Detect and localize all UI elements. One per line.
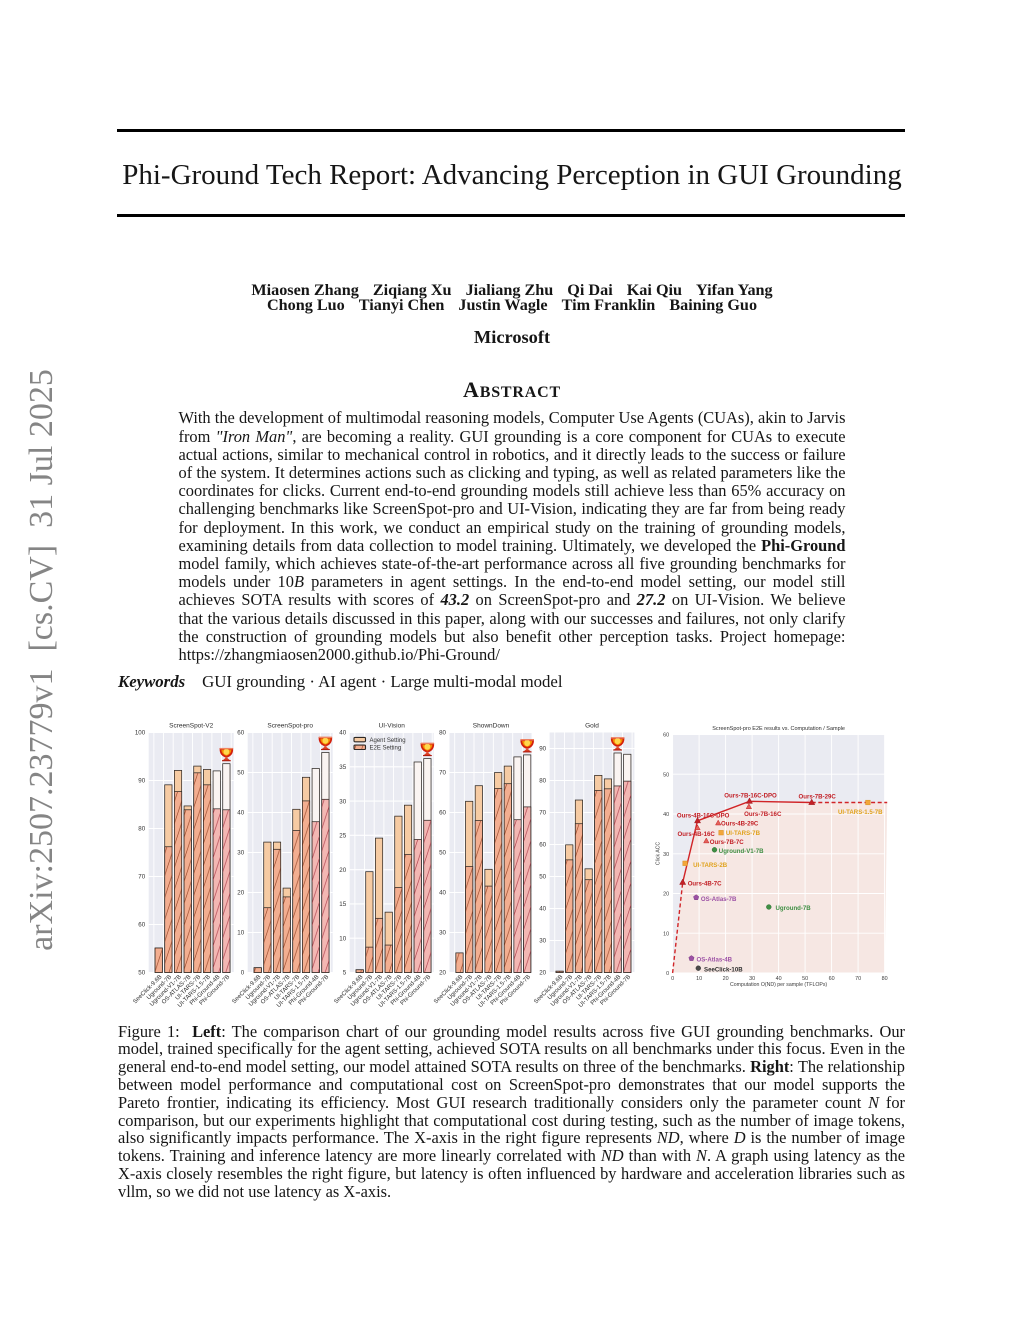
svg-text:70: 70 (539, 810, 546, 817)
svg-text:40: 40 (237, 810, 244, 817)
svg-text:40: 40 (339, 730, 346, 737)
svg-text:Ours-7B-29C: Ours-7B-29C (799, 794, 837, 801)
svg-text:Ours-4B-29C: Ours-4B-29C (721, 820, 759, 827)
svg-text:20: 20 (723, 976, 729, 982)
svg-text:30: 30 (237, 850, 244, 857)
svg-text:Click ACC: Click ACC (656, 842, 662, 866)
svg-text:20: 20 (663, 892, 669, 898)
svg-text:70: 70 (439, 770, 446, 777)
svg-text:40: 40 (439, 890, 446, 897)
svg-text:ScreenSpot-V2: ScreenSpot-V2 (169, 723, 213, 730)
svg-text:Ours-7B-16C: Ours-7B-16C (744, 811, 782, 818)
svg-text:80: 80 (539, 778, 546, 785)
svg-text:80: 80 (439, 730, 446, 737)
svg-text:60: 60 (829, 976, 835, 982)
svg-text:Ours-4B-7C: Ours-4B-7C (688, 881, 722, 888)
svg-text:20: 20 (237, 890, 244, 897)
svg-text:90: 90 (539, 746, 546, 753)
svg-text:50: 50 (663, 772, 669, 778)
svg-text:Ours-4B-16C-DPO: Ours-4B-16C-DPO (677, 813, 730, 820)
svg-text:Uground-V1-7B: Uground-V1-7B (719, 848, 764, 855)
svg-text:UI-TARS-7B: UI-TARS-7B (726, 830, 761, 837)
svg-text:30: 30 (539, 938, 546, 945)
svg-text:35: 35 (339, 764, 346, 771)
svg-text:UI-TARS-2B: UI-TARS-2B (693, 862, 728, 869)
svg-text:Agent Setting: Agent Setting (370, 738, 406, 744)
svg-text:90: 90 (138, 778, 145, 785)
svg-text:5: 5 (343, 970, 347, 977)
svg-text:E2E Setting: E2E Setting (370, 746, 402, 752)
svg-text:60: 60 (237, 730, 244, 737)
svg-text:50: 50 (802, 976, 808, 982)
svg-text:70: 70 (138, 874, 145, 881)
svg-text:UI-Vision: UI-Vision (379, 723, 406, 730)
svg-text:60: 60 (663, 733, 669, 739)
svg-text:40: 40 (776, 976, 782, 982)
svg-text:Computation O(ND) per sample (: Computation O(ND) per sample (TFLOPs) (730, 982, 827, 988)
svg-text:20: 20 (439, 970, 446, 977)
svg-text:40: 40 (663, 812, 669, 818)
svg-text:50: 50 (439, 850, 446, 857)
svg-text:20: 20 (339, 867, 346, 874)
svg-text:60: 60 (138, 922, 145, 929)
svg-text:10: 10 (696, 976, 702, 982)
svg-text:Ours-4B-16C: Ours-4B-16C (678, 831, 716, 838)
svg-text:40: 40 (539, 906, 546, 913)
svg-text:60: 60 (539, 842, 546, 849)
svg-text:80: 80 (138, 826, 145, 833)
svg-text:Uground-7B: Uground-7B (776, 905, 812, 912)
svg-text:20: 20 (539, 970, 546, 977)
svg-text:Ours-7B-7C: Ours-7B-7C (710, 839, 744, 846)
svg-text:0: 0 (241, 970, 245, 977)
svg-text:25: 25 (339, 833, 346, 840)
svg-text:30: 30 (749, 976, 755, 982)
svg-text:Gold: Gold (585, 723, 599, 730)
svg-text:ScreenSpot-pro E2E results vs.: ScreenSpot-pro E2E results vs. Computati… (712, 726, 845, 732)
svg-text:0: 0 (666, 971, 669, 977)
svg-text:10: 10 (237, 930, 244, 937)
svg-text:10: 10 (339, 935, 346, 942)
svg-text:Ours-7B-16C-DPO: Ours-7B-16C-DPO (724, 793, 777, 800)
svg-text:30: 30 (663, 852, 669, 858)
svg-text:0: 0 (671, 976, 674, 982)
svg-text:30: 30 (439, 930, 446, 937)
svg-text:OS-Atlas-4B: OS-Atlas-4B (697, 956, 733, 963)
svg-text:50: 50 (539, 874, 546, 881)
svg-text:70: 70 (855, 976, 861, 982)
svg-text:10: 10 (663, 931, 669, 937)
svg-text:ScreenSpot-pro: ScreenSpot-pro (267, 723, 313, 730)
svg-text:50: 50 (138, 970, 145, 977)
svg-text:SeeClick-10B: SeeClick-10B (704, 966, 743, 973)
svg-text:15: 15 (339, 901, 346, 908)
svg-text:UI-TARS-1.5-7B: UI-TARS-1.5-7B (838, 809, 883, 816)
svg-text:OS-Atlas-7B: OS-Atlas-7B (701, 896, 737, 903)
svg-text:30: 30 (339, 798, 346, 805)
svg-text:60: 60 (439, 810, 446, 817)
svg-text:100: 100 (135, 730, 146, 737)
svg-text:80: 80 (882, 976, 888, 982)
svg-text:50: 50 (237, 770, 244, 777)
svg-text:ShownDown: ShownDown (473, 723, 510, 730)
